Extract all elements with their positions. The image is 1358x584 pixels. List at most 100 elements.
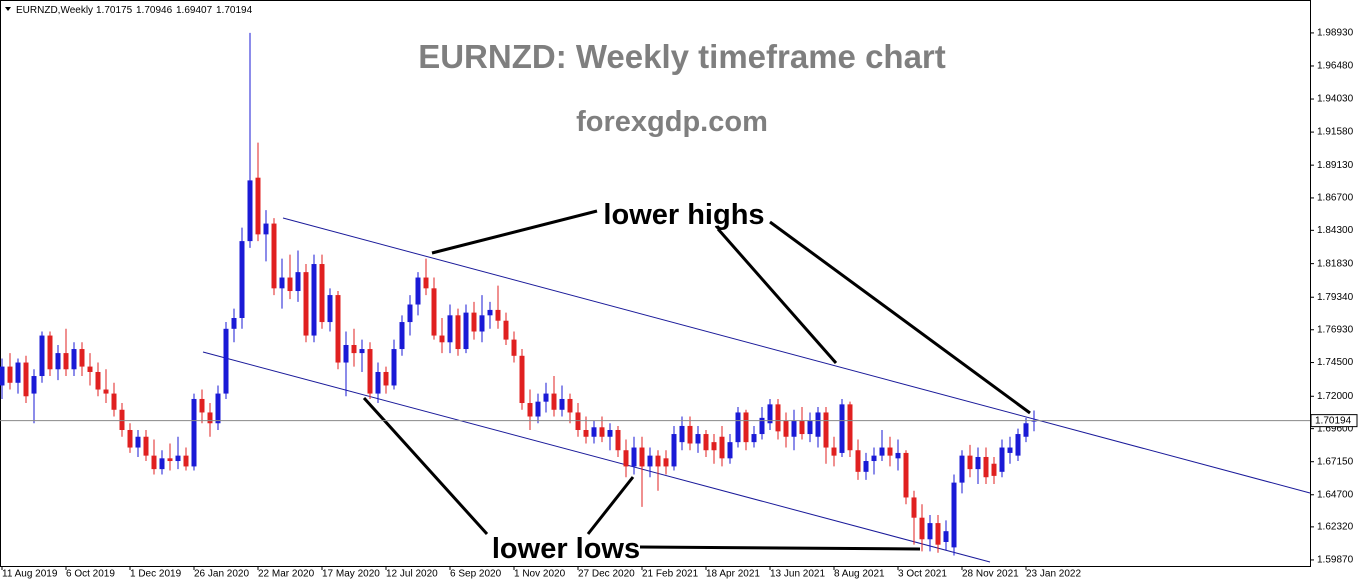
candle-body [55, 353, 61, 370]
y-tick-label: 1.69600 [1317, 423, 1354, 434]
candle-body [767, 404, 773, 424]
candle-body [31, 376, 37, 394]
candle-body [927, 523, 933, 540]
candle-body [447, 315, 453, 343]
x-tick-label: 11 Aug 2019 [2, 569, 58, 580]
candle-body [255, 177, 261, 235]
header-high: 1.70946 [136, 5, 173, 16]
candle-body [343, 344, 349, 363]
candle-body [391, 349, 397, 386]
candles [0, 32, 1037, 556]
x-tick-label: 6 Sep 2020 [450, 569, 502, 580]
candle-body [15, 362, 21, 383]
y-tick-label: 1.96480 [1317, 61, 1354, 72]
candle-body [455, 315, 461, 350]
candle-body [775, 404, 781, 432]
candle-body [655, 455, 661, 467]
x-tick-label: 23 Jan 2022 [1026, 569, 1081, 580]
candle-body [0, 366, 5, 386]
candle-body [431, 288, 437, 336]
candle-body [791, 420, 797, 437]
candle-body [135, 436, 141, 448]
x-tick-label: 3 Oct 2021 [898, 569, 947, 580]
candle-body [959, 455, 965, 483]
candle-body [191, 398, 197, 467]
y-tick-label: 1.74500 [1317, 357, 1354, 368]
candle-body [319, 264, 325, 323]
candle-body [895, 452, 901, 459]
candle-body [687, 425, 693, 444]
candle-body [695, 434, 701, 444]
candle-body [975, 456, 981, 470]
candle-body [415, 277, 421, 305]
y-tick-label: 1.98930 [1317, 28, 1354, 39]
candle-body [999, 447, 1005, 472]
plot-frame [0, 0, 1311, 567]
candle-body [87, 366, 93, 372]
x-tick-label: 8 Aug 2021 [834, 569, 885, 580]
candle-body [871, 455, 877, 462]
candle-body [735, 412, 741, 443]
candle-body [423, 277, 429, 289]
candle-body [863, 461, 869, 472]
candle-body [599, 427, 605, 437]
candle-body [535, 401, 541, 417]
candle-body [631, 447, 637, 467]
candle-body [847, 404, 853, 451]
candle-body [239, 241, 245, 319]
candle-body [823, 412, 829, 448]
candle-body [399, 322, 405, 350]
candle-body [271, 223, 277, 289]
candle-body [1007, 447, 1013, 453]
lower-trendline [202, 351, 991, 563]
x-tick-label: 27 Dec 2020 [578, 569, 635, 580]
candle-body [591, 427, 597, 437]
y-tick-label: 1.79340 [1317, 292, 1354, 303]
candle-body [407, 304, 413, 323]
x-tick-label: 28 Nov 2021 [962, 569, 1019, 580]
y-tick-label: 1.76930 [1317, 324, 1354, 335]
annotation-lower-highs: lower highs [603, 199, 764, 231]
y-tick-label: 1.81830 [1317, 258, 1354, 269]
chart-subtitle: forexgdp.com [576, 106, 768, 138]
candle-body [711, 442, 717, 451]
candle-body [327, 295, 333, 323]
candle-body [679, 425, 685, 443]
y-tick-label: 1.72000 [1317, 391, 1354, 402]
candle-body [943, 531, 949, 542]
candle-body [751, 434, 757, 443]
candle-body [815, 412, 821, 437]
candle-body [23, 362, 29, 397]
candle-body [359, 349, 365, 354]
x-tick-label: 21 Feb 2021 [642, 569, 699, 580]
x-tick-label: 1 Dec 2019 [130, 569, 182, 580]
annotation-lower-lows: lower lows [492, 533, 640, 565]
pointer [639, 545, 921, 551]
candle-body [439, 335, 445, 343]
candle-body [295, 272, 301, 292]
candle-body [935, 523, 941, 545]
candle-body [519, 355, 525, 404]
candle-body [527, 403, 533, 417]
candle-body [143, 436, 149, 456]
candle-body [231, 318, 237, 329]
candle-body [127, 429, 133, 448]
candle-body [719, 436, 725, 459]
header-open: 1.70175 [96, 5, 133, 16]
candle-body [63, 353, 69, 370]
y-tick-label: 1.91580 [1317, 127, 1354, 138]
candle-body [7, 366, 13, 383]
candle-body [159, 458, 165, 470]
candle-body [487, 309, 493, 316]
candle-body [335, 295, 341, 363]
y-tick-label: 1.84300 [1317, 225, 1354, 236]
candle-body [511, 339, 517, 356]
header-close: 1.70194 [216, 5, 253, 16]
candle-body [287, 277, 293, 292]
candle-body [95, 371, 101, 390]
header-arrow [5, 7, 11, 11]
candle-body [623, 450, 629, 467]
candle-body [119, 409, 125, 430]
candle-body [103, 389, 109, 394]
